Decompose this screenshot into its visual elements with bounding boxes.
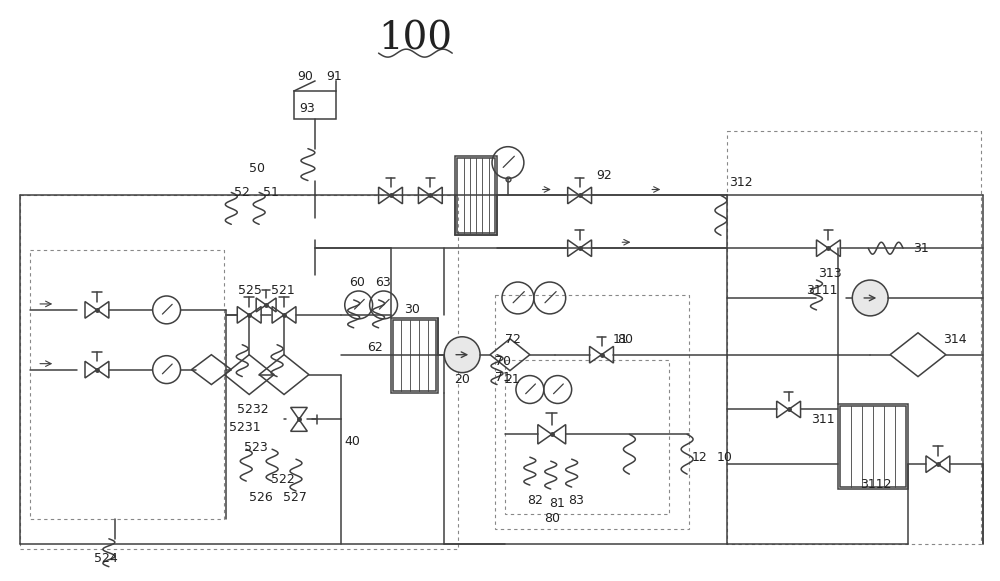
Text: 83: 83 (568, 494, 584, 507)
Bar (294, 91, 336, 119)
Text: 82: 82 (527, 494, 543, 507)
Text: 62: 62 (367, 341, 382, 354)
Text: 524: 524 (94, 552, 118, 565)
Text: 30: 30 (404, 303, 420, 317)
Text: 51: 51 (263, 186, 279, 199)
Text: 31: 31 (913, 242, 929, 254)
Text: 312: 312 (729, 176, 753, 189)
Text: 92: 92 (597, 169, 612, 182)
Text: 521: 521 (271, 284, 295, 296)
Text: 314: 314 (943, 333, 966, 346)
Bar (838, 404, 908, 489)
Text: 523: 523 (244, 441, 268, 454)
Bar (495, 295, 689, 529)
Text: 91: 91 (326, 70, 342, 83)
Bar (505, 360, 669, 514)
Text: 20: 20 (454, 373, 470, 386)
Text: 11: 11 (612, 333, 628, 346)
Text: 311: 311 (812, 413, 835, 426)
Text: 52: 52 (234, 186, 250, 199)
Bar (30, 250, 224, 519)
Text: 525: 525 (238, 284, 262, 296)
Bar (727, 131, 981, 544)
Text: 5232: 5232 (237, 403, 269, 416)
Text: 313: 313 (818, 267, 842, 279)
Text: 63: 63 (376, 275, 391, 289)
Text: 90: 90 (297, 70, 313, 83)
Text: 5231: 5231 (229, 421, 261, 434)
Text: 3112: 3112 (860, 478, 892, 490)
Bar (840, 407, 906, 487)
Text: 50: 50 (249, 162, 265, 175)
Text: 80: 80 (544, 512, 560, 525)
Bar (455, 156, 497, 235)
Text: 522: 522 (271, 472, 295, 486)
Circle shape (444, 337, 480, 372)
Text: 100: 100 (378, 21, 452, 58)
Text: 21: 21 (504, 373, 520, 386)
Bar (393, 320, 436, 390)
Text: 3111: 3111 (807, 284, 838, 296)
Text: 80: 80 (617, 333, 633, 346)
Bar (20, 195, 458, 549)
Text: 93: 93 (299, 102, 315, 116)
Text: 12: 12 (692, 451, 708, 464)
Text: 527: 527 (283, 490, 307, 504)
Text: 72: 72 (505, 333, 521, 346)
Text: 40: 40 (345, 435, 361, 448)
Circle shape (852, 280, 888, 316)
Bar (391, 318, 438, 393)
Text: 526: 526 (249, 490, 273, 504)
Text: 60: 60 (349, 275, 365, 289)
Text: 81: 81 (549, 497, 565, 511)
Text: 71: 71 (495, 371, 511, 384)
Bar (457, 157, 495, 234)
Text: 70: 70 (495, 355, 511, 368)
Text: 10: 10 (717, 451, 733, 464)
